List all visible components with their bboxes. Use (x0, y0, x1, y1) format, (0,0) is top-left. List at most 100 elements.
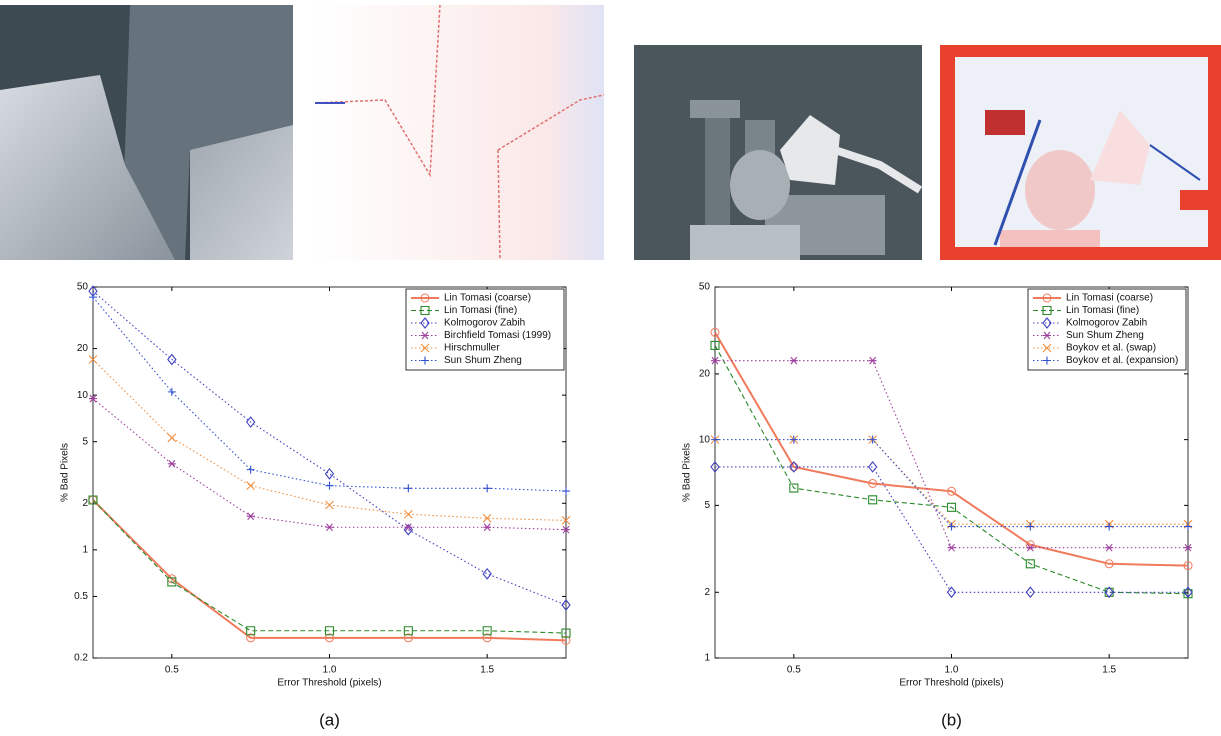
legend-label: Birchfield Tomasi (1999) (444, 330, 551, 341)
marker (1105, 522, 1114, 531)
legend-marker (420, 343, 430, 353)
y-tick-label: 10 (699, 434, 711, 445)
caption: (b) (941, 710, 962, 729)
marker (561, 628, 571, 638)
image-scene-b (634, 45, 923, 260)
marker (789, 483, 799, 493)
marker (867, 461, 878, 473)
legend-marker (420, 305, 430, 316)
marker (89, 394, 97, 403)
legend-marker (421, 356, 429, 365)
marker (324, 467, 335, 480)
legend-marker (1043, 356, 1051, 365)
marker (561, 599, 571, 611)
legend-marker (420, 293, 430, 303)
marker (246, 465, 255, 474)
marker (324, 626, 335, 636)
legend-label: Sun Shum Zheng (1066, 330, 1144, 341)
marker (403, 626, 413, 636)
legend-marker (1042, 317, 1052, 329)
legend-label: Kolmogorov Zabih (444, 318, 525, 329)
marker (1025, 586, 1036, 599)
marker (246, 633, 256, 643)
marker (711, 356, 719, 365)
series-line (714, 345, 1189, 595)
marker (1104, 559, 1114, 569)
marker (404, 523, 413, 532)
series-line (92, 290, 567, 606)
y-tick-label: 10 (77, 390, 89, 401)
legend-label: Boykov et al. (expansion) (1066, 355, 1178, 366)
y-tick-label: 50 (77, 282, 89, 293)
marker (404, 484, 413, 493)
marker (789, 461, 799, 473)
marker (403, 509, 413, 519)
marker (325, 500, 334, 510)
marker (562, 487, 570, 496)
marker (1183, 586, 1193, 599)
marker (245, 416, 256, 428)
legend-marker (1043, 331, 1051, 340)
marker (561, 635, 571, 645)
marker (483, 523, 492, 532)
marker (167, 459, 176, 468)
x-tick-label: 1.0 (945, 665, 959, 676)
marker (789, 356, 798, 365)
legend-marker (1042, 305, 1052, 316)
image-scene-a (0, 5, 293, 260)
legend-label: Hirschmuller (444, 343, 500, 354)
marker (947, 486, 956, 496)
marker (561, 516, 571, 525)
legend-box (1027, 288, 1187, 371)
marker (403, 633, 413, 643)
y-tick-label: 5 (82, 436, 88, 447)
marker (789, 435, 798, 444)
marker (562, 525, 570, 534)
marker (89, 293, 97, 302)
y-axis-label: % Bad Pixels (682, 443, 693, 502)
y-axis-label: % Bad Pixels (60, 443, 71, 502)
marker (325, 481, 334, 490)
marker (710, 327, 720, 337)
y-tick-label: 20 (699, 369, 711, 380)
marker (482, 626, 492, 636)
series-line (92, 499, 567, 642)
y-tick-label: 0.5 (74, 591, 88, 602)
marker (167, 577, 177, 587)
y-tick-label: 2 (82, 498, 88, 509)
image-error-a (313, 4, 605, 261)
marker (1184, 543, 1192, 552)
marker (946, 502, 957, 512)
legend-label: Lin Tomasi (coarse) (1066, 293, 1153, 304)
marker (1026, 543, 1035, 552)
x-tick-label: 1.5 (1102, 665, 1116, 676)
marker (1183, 561, 1193, 571)
marker (868, 478, 878, 488)
marker (710, 340, 720, 350)
legend-label: Lin Tomasi (fine) (1066, 305, 1139, 316)
x-tick-label: 1.0 (323, 665, 337, 676)
image-error-b (940, 45, 1221, 260)
marker (482, 567, 492, 580)
marker (167, 433, 177, 443)
x-axis-label: Error Threshold (pixels) (277, 678, 381, 689)
marker (946, 586, 957, 599)
series-line (714, 331, 1189, 567)
y-tick-label: 1 (82, 544, 88, 555)
y-tick-label: 1 (704, 653, 710, 664)
caption: (a) (319, 710, 340, 729)
marker (710, 461, 720, 473)
marker (246, 481, 256, 491)
series-line (92, 359, 567, 521)
legend-box (405, 288, 565, 371)
series-line (92, 499, 567, 634)
legend-label: Kolmogorov Zabih (1066, 318, 1147, 329)
y-tick-label: 20 (77, 343, 89, 354)
marker (1184, 522, 1192, 531)
y-tick-label: 0.2 (74, 653, 88, 664)
y-tick-label: 2 (704, 587, 710, 598)
marker (246, 626, 256, 636)
marker (868, 356, 877, 365)
legend-label: Lin Tomasi (coarse) (444, 293, 531, 304)
